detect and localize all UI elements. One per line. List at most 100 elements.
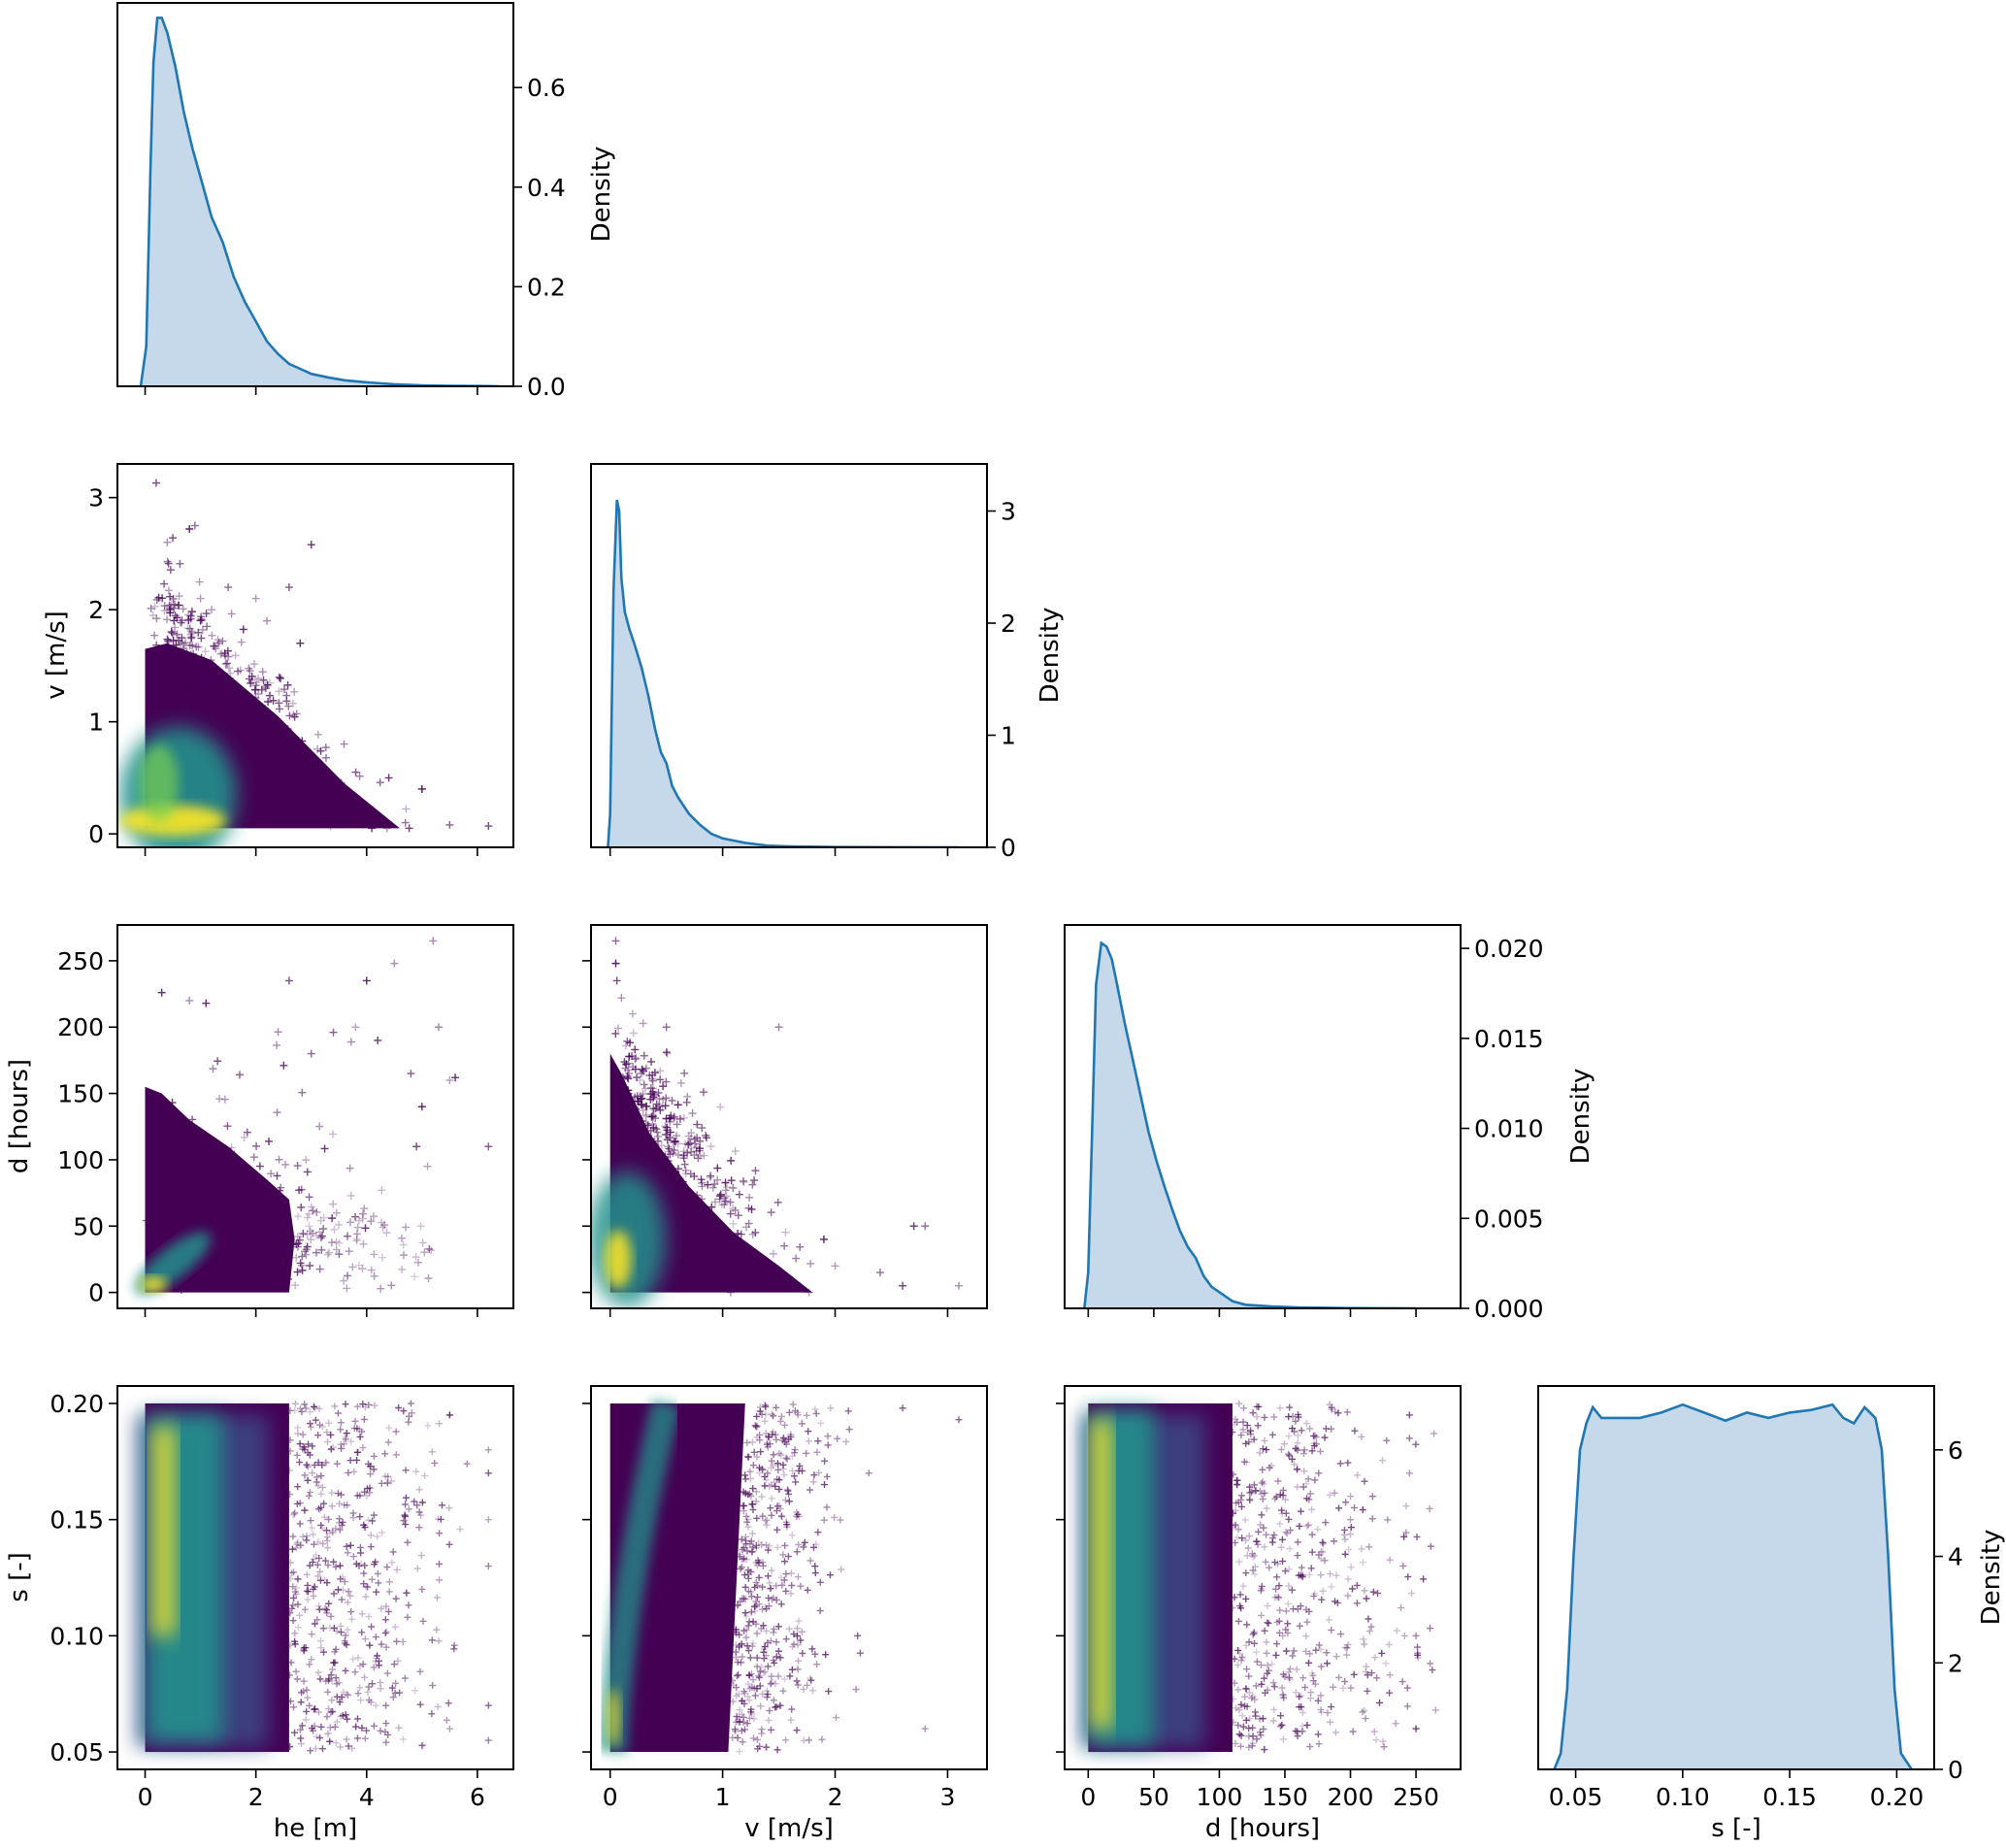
y-tick-label: 100 [57, 1146, 104, 1174]
scatter-point [1282, 1626, 1290, 1634]
scatter-point [614, 1086, 623, 1095]
scatter-point [250, 1247, 259, 1256]
scatter-point [731, 1251, 740, 1260]
scatter-point [782, 1736, 790, 1744]
scatter-point [180, 644, 188, 653]
scatter-point [246, 1184, 254, 1193]
scatter-point [286, 1743, 294, 1751]
scatter-point [294, 1424, 302, 1432]
scatter-point [796, 1463, 804, 1469]
scatter-point [774, 1623, 782, 1631]
scatter-point [1249, 1732, 1257, 1740]
scatter-point [251, 735, 260, 743]
scatter-point [1234, 1617, 1242, 1625]
scatter-point [232, 1256, 241, 1265]
scatter-point [317, 1637, 325, 1645]
scatter-point [196, 1207, 205, 1216]
scatter-point [1345, 1545, 1353, 1553]
scatter-point [809, 1478, 817, 1486]
scatter-point [312, 1473, 320, 1481]
scatter-point [1229, 1510, 1236, 1518]
scatter-point [784, 1487, 792, 1495]
scatter-point [312, 1248, 321, 1257]
scatter-point [752, 1498, 760, 1505]
scatter-point [358, 1209, 367, 1218]
scatter-point [296, 1611, 304, 1619]
scatter-point [296, 1259, 305, 1268]
scatter-point [955, 1281, 964, 1290]
scatter-point [214, 1194, 223, 1203]
scatter-point [190, 521, 199, 530]
scatter-point [838, 1566, 845, 1573]
scatter-point [771, 1478, 778, 1486]
scatter-point [646, 1142, 655, 1151]
scatter-point [396, 1689, 404, 1697]
scatter-point [212, 1198, 220, 1206]
scatter-point [235, 1071, 244, 1079]
scatter-point [1245, 1533, 1253, 1540]
scatter-point [1319, 1538, 1327, 1546]
scatter-point [733, 1672, 740, 1680]
scatter-point [641, 1111, 650, 1120]
scatter-point [1341, 1550, 1349, 1558]
scatter-point [760, 1669, 768, 1677]
scatter-point [729, 1733, 737, 1741]
scatter-point [327, 1431, 335, 1438]
scatter-point [659, 1082, 668, 1091]
scatter-point [173, 630, 181, 639]
scatter-point [1317, 1448, 1325, 1455]
scatter-point [252, 1234, 261, 1242]
scatter-point [436, 1530, 444, 1537]
scatter-point [343, 1542, 350, 1550]
scatter-point [1373, 1674, 1381, 1682]
scatter-point [1271, 1594, 1279, 1601]
scatter-point [232, 695, 241, 704]
scatter-point [771, 1659, 778, 1666]
scatter-point [218, 637, 227, 645]
scatter-point [799, 1649, 806, 1657]
scatter-point [1420, 1575, 1428, 1583]
scatter-point [344, 1691, 351, 1699]
scatter-point [764, 1663, 772, 1670]
scatter-point [192, 1191, 201, 1200]
scatter-point [305, 1440, 312, 1448]
scatter-point [1243, 1422, 1251, 1430]
scatter-point [165, 1165, 174, 1173]
scatter-point [768, 1457, 775, 1465]
scatter-point [280, 685, 288, 694]
scatter-point [356, 1513, 364, 1521]
scatter-point [713, 1175, 722, 1184]
scatter-point [672, 1169, 680, 1177]
scatter-point [659, 1200, 668, 1208]
scatter-point [762, 1410, 770, 1418]
scatter-point [445, 1725, 453, 1732]
scatter-point [165, 1215, 174, 1224]
scatter-point [1405, 1435, 1413, 1442]
scatter-point [1284, 1620, 1292, 1628]
scatter-point [1281, 1672, 1289, 1680]
scatter-point [1261, 1436, 1268, 1444]
scatter-point [751, 1602, 759, 1610]
scatter-point [1260, 1524, 1267, 1532]
scatter-point [1309, 1671, 1317, 1679]
scatter-point [1336, 1460, 1344, 1468]
scatter-point [1255, 1402, 1263, 1410]
scatter-point [484, 822, 493, 831]
scatter-point [166, 566, 175, 575]
scatter-point [258, 1265, 267, 1273]
scatter-point [378, 1604, 385, 1612]
scatter-point [184, 1276, 193, 1285]
scatter-point [324, 1438, 332, 1446]
scatter-point [194, 1279, 203, 1288]
scatter-point [800, 1543, 807, 1551]
scatter-point [733, 1684, 740, 1692]
scatter-point [1308, 1531, 1316, 1538]
scatter-point [673, 1120, 681, 1129]
scatter-point [641, 1119, 650, 1128]
panel-v-d-scatter [582, 924, 988, 1317]
scatter-point [740, 1502, 747, 1509]
scatter-point [667, 1113, 675, 1122]
scatter-point [761, 1643, 769, 1651]
scatter-point [638, 1116, 646, 1125]
scatter-point [1235, 1400, 1243, 1407]
